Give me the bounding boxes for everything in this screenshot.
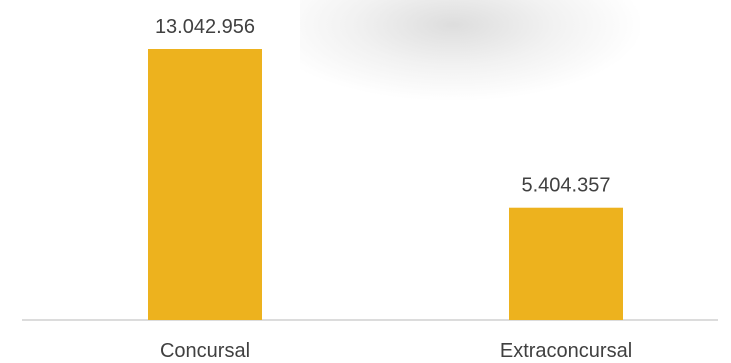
data-label-extraconcursal: 5.404.357 — [522, 175, 611, 197]
x-tick-label-extraconcursal: Extraconcursal — [500, 340, 632, 362]
background-shadow — [300, 0, 640, 100]
data-label-concursal: 13.042.956 — [155, 16, 255, 38]
bar-concursal — [148, 49, 262, 320]
x-tick-label-concursal: Concursal — [160, 340, 250, 362]
bar-extraconcursal — [509, 207, 623, 320]
bars-group: 13.042.956 Concursal 5.404.357 Extraconcurs… — [148, 16, 632, 362]
